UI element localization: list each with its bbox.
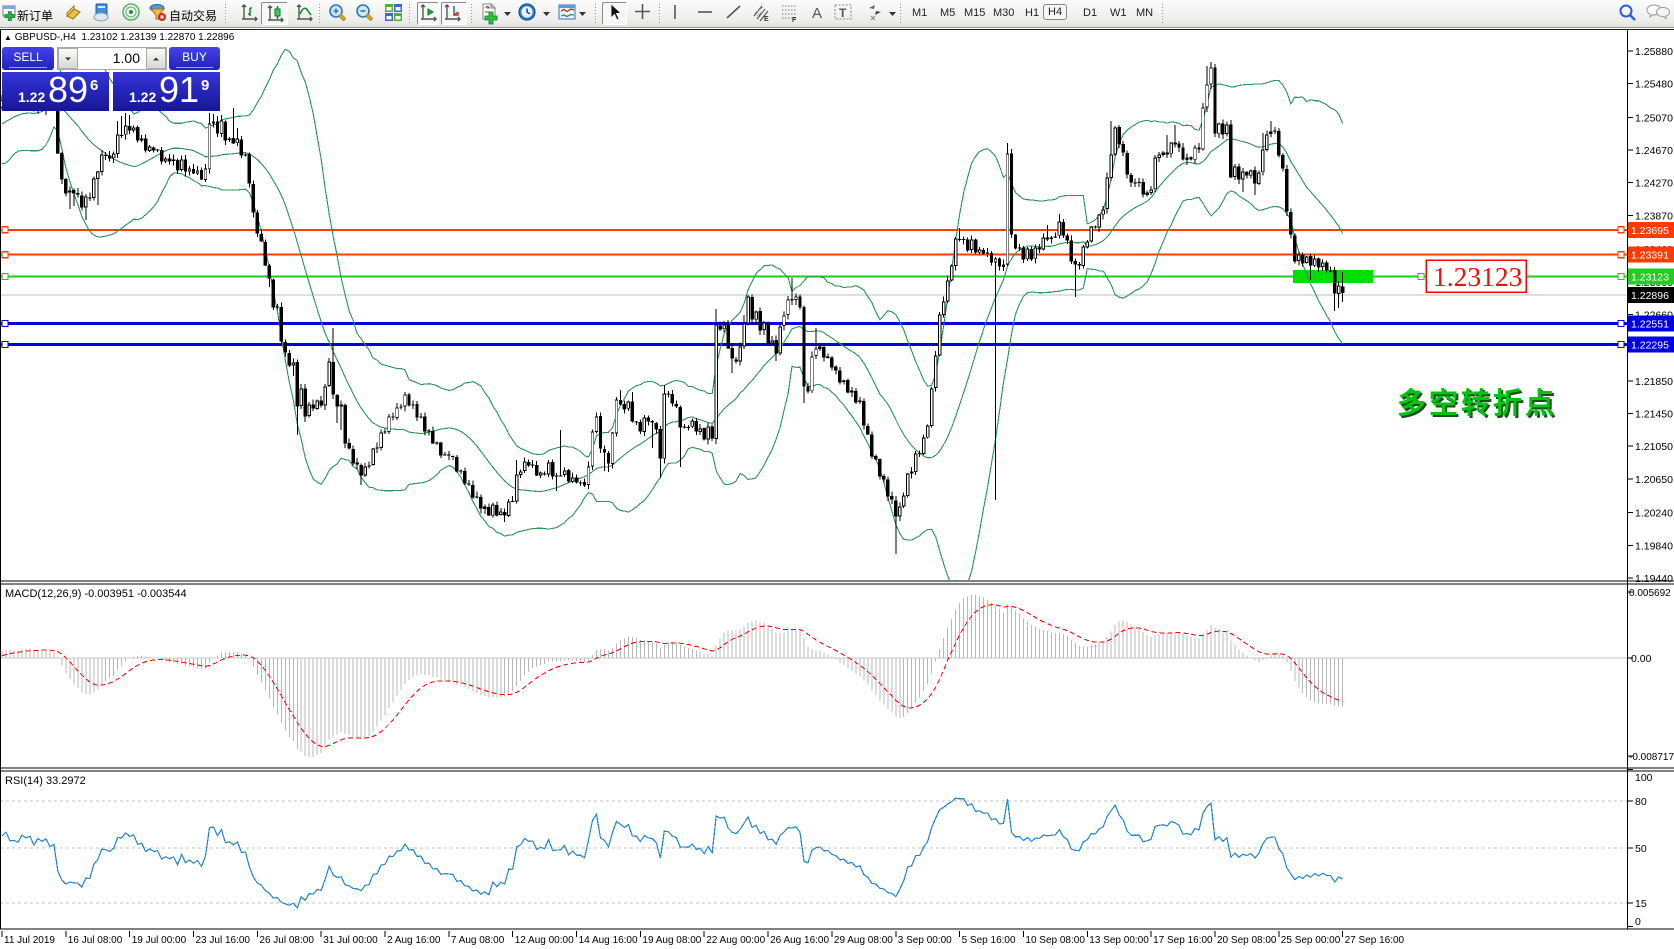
svg-text:1.22295: 1.22295 xyxy=(1631,339,1669,351)
svg-text:22 Aug 00:00: 22 Aug 00:00 xyxy=(706,935,765,946)
svg-text:1.23391: 1.23391 xyxy=(1631,250,1669,262)
svg-text:0.005692: 0.005692 xyxy=(1629,588,1671,599)
svg-text:1.25480: 1.25480 xyxy=(1635,79,1673,91)
svg-text:F: F xyxy=(792,17,797,24)
svg-text:16 Jul 08:00: 16 Jul 08:00 xyxy=(68,935,123,946)
svg-text:3 Sep 00:00: 3 Sep 00:00 xyxy=(898,935,952,946)
svg-text:1.22551: 1.22551 xyxy=(1631,318,1669,330)
svg-text:23 Jul 16:00: 23 Jul 16:00 xyxy=(196,935,251,946)
svg-text:1.21450: 1.21450 xyxy=(1635,409,1673,421)
svg-text:1.23123: 1.23123 xyxy=(1631,272,1669,284)
svg-text:1.20650: 1.20650 xyxy=(1635,474,1673,486)
svg-text:20 Sep 08:00: 20 Sep 08:00 xyxy=(1217,935,1277,946)
svg-text:11 Jul 2019: 11 Jul 2019 xyxy=(4,935,55,946)
svg-text:19 Aug 08:00: 19 Aug 08:00 xyxy=(642,935,701,946)
svg-text:50: 50 xyxy=(1635,843,1647,855)
svg-text:MACD(12,26,9) -0.003951 -0.003: MACD(12,26,9) -0.003951 -0.003544 xyxy=(5,588,187,600)
svg-text:26 Jul 08:00: 26 Jul 08:00 xyxy=(259,935,314,946)
svg-text:1.25880: 1.25880 xyxy=(1635,46,1673,58)
svg-text:100: 100 xyxy=(1635,772,1653,784)
svg-text:1.23870: 1.23870 xyxy=(1635,211,1673,223)
svg-text:A: A xyxy=(812,5,822,22)
svg-text:-0.008717: -0.008717 xyxy=(1629,752,1674,763)
svg-text:25 Sep 00:00: 25 Sep 00:00 xyxy=(1281,935,1341,946)
svg-text:0: 0 xyxy=(1635,916,1641,928)
svg-text:1.23695: 1.23695 xyxy=(1631,225,1669,237)
svg-text:10 Sep 08:00: 10 Sep 08:00 xyxy=(1025,935,1085,946)
svg-text:2 Aug 16:00: 2 Aug 16:00 xyxy=(387,935,441,946)
svg-text:1.25070: 1.25070 xyxy=(1635,112,1673,124)
svg-text:27 Sep 16:00: 27 Sep 16:00 xyxy=(1345,935,1405,946)
svg-text:14 Aug 16:00: 14 Aug 16:00 xyxy=(579,935,638,946)
svg-text:1.21050: 1.21050 xyxy=(1635,441,1673,453)
svg-text:29 Aug 08:00: 29 Aug 08:00 xyxy=(834,935,893,946)
svg-text:T: T xyxy=(839,6,847,20)
svg-text:80: 80 xyxy=(1635,796,1647,808)
svg-text:多空转折点: 多空转折点 xyxy=(1397,386,1557,420)
svg-text:1.24270: 1.24270 xyxy=(1635,178,1673,190)
svg-text:RSI(14) 33.2972: RSI(14) 33.2972 xyxy=(5,775,86,787)
svg-text:26 Aug 16:00: 26 Aug 16:00 xyxy=(770,935,829,946)
svg-text:5 Sep 16:00: 5 Sep 16:00 xyxy=(962,935,1016,946)
svg-text:7 Aug 08:00: 7 Aug 08:00 xyxy=(451,935,505,946)
svg-text:E: E xyxy=(764,16,769,23)
svg-text:1.19840: 1.19840 xyxy=(1635,540,1673,552)
svg-text:12 Aug 00:00: 12 Aug 00:00 xyxy=(515,935,574,946)
svg-text:1.23123: 1.23123 xyxy=(1433,261,1522,292)
svg-text:1.22896: 1.22896 xyxy=(1631,290,1669,302)
svg-text:13 Sep 00:00: 13 Sep 00:00 xyxy=(1089,935,1149,946)
svg-text:1.21850: 1.21850 xyxy=(1635,376,1673,388)
svg-text:31 Jul 00:00: 31 Jul 00:00 xyxy=(323,935,378,946)
svg-text:0.00: 0.00 xyxy=(1631,653,1652,665)
svg-text:17 Sep 16:00: 17 Sep 16:00 xyxy=(1153,935,1213,946)
svg-text:1.20240: 1.20240 xyxy=(1635,508,1673,520)
svg-text:15: 15 xyxy=(1635,898,1647,910)
svg-text:1.24670: 1.24670 xyxy=(1635,145,1673,157)
svg-text:19 Jul 00:00: 19 Jul 00:00 xyxy=(132,935,187,946)
svg-text:1.19440: 1.19440 xyxy=(1635,573,1673,585)
